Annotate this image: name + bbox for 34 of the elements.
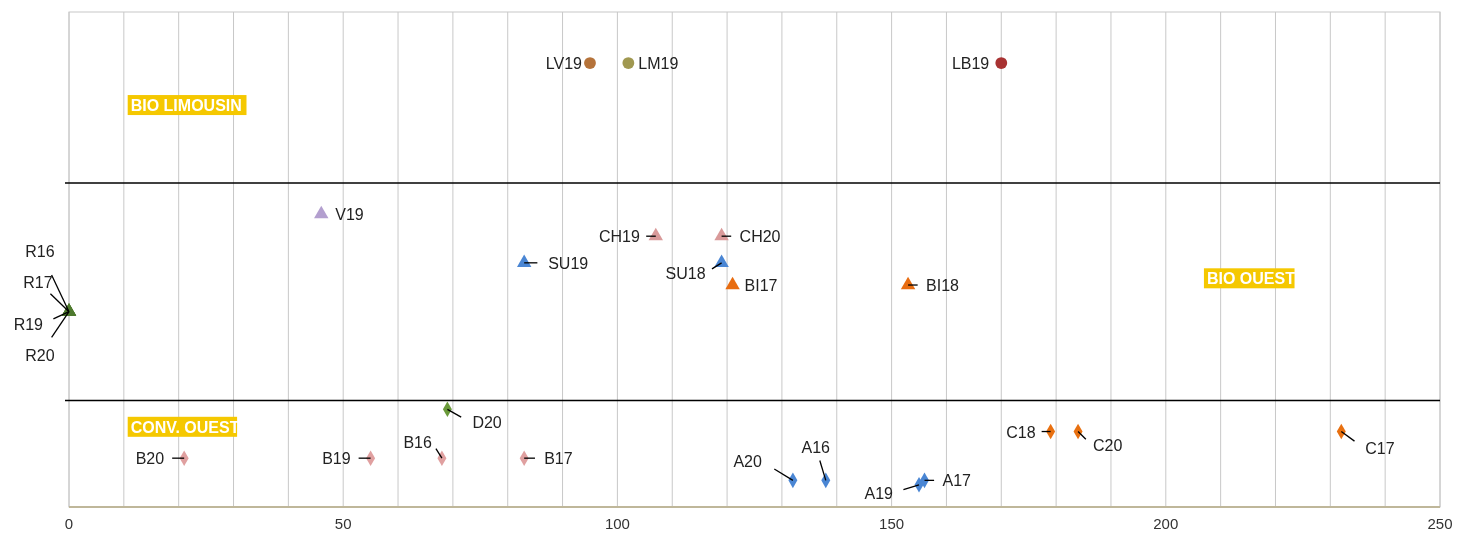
annotation: LV19: [545, 55, 583, 73]
x-tick-label: 50: [334, 515, 352, 532]
annotation: C20: [1093, 436, 1123, 454]
x-tick-label: 250: [1427, 515, 1453, 532]
annotation: BI18: [926, 277, 960, 295]
annotation: BI17: [744, 277, 778, 295]
annotation: LB19: [951, 55, 990, 73]
annotation: A17: [942, 472, 972, 490]
annotation: R20: [25, 346, 55, 364]
annotation: B16: [403, 434, 433, 452]
annotation: B17: [544, 450, 573, 468]
annotation: A20: [733, 453, 762, 471]
annotation: C17: [1365, 439, 1395, 457]
annotation: CH19: [598, 228, 640, 246]
x-tick-label: 100: [604, 515, 630, 532]
annotation: B20: [135, 450, 165, 468]
annotation: R16: [25, 242, 55, 260]
annotation: BIO OUEST: [1206, 270, 1296, 288]
annotation: B19: [322, 450, 351, 468]
annotation: A19: [864, 484, 894, 502]
x-tick-label: 0: [64, 515, 74, 532]
annotation: C18: [1006, 423, 1036, 441]
annotation: R19: [13, 315, 44, 333]
annotation: V19: [335, 206, 364, 223]
annotation: R17: [23, 273, 53, 291]
annotation: SU18: [665, 264, 706, 282]
annotation: D20: [472, 414, 502, 432]
annotation: LM19: [638, 55, 679, 73]
x-tick-label: 150: [879, 515, 905, 532]
annotation: A16: [801, 439, 831, 457]
annotation: SU19: [548, 254, 589, 272]
annotation: BIO LIMOUSIN: [130, 97, 242, 115]
annotation: CH20: [739, 228, 781, 246]
x-tick-label: 200: [1153, 515, 1179, 532]
